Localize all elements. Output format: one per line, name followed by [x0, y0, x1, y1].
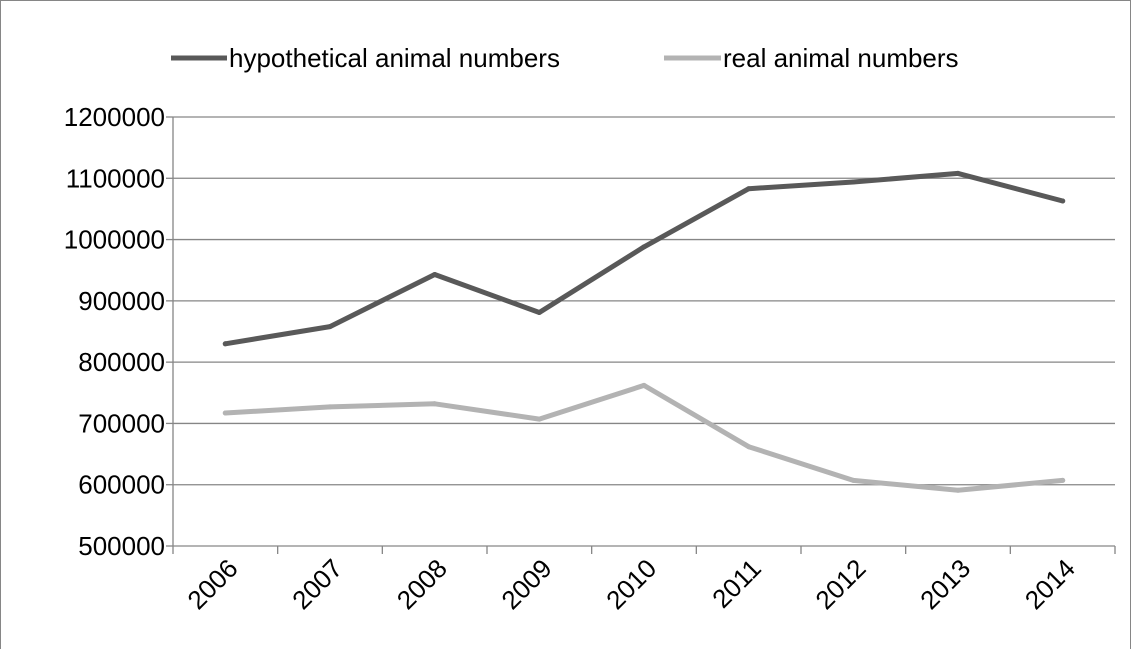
- y-tick-label-5: 1000000: [64, 225, 165, 255]
- legend-entry-real: real animal numbers: [664, 43, 959, 73]
- data-point-0-2012: [850, 179, 856, 185]
- data-point-0-2010: [641, 244, 647, 250]
- legend-label-real: real animal numbers: [723, 43, 959, 73]
- data-point-1-2006: [222, 410, 228, 416]
- data-point-1-2013: [955, 487, 961, 493]
- data-point-1-2007: [327, 404, 333, 410]
- y-tick-label-0: 500000: [78, 531, 165, 561]
- x-tick-label-2006: 2006: [181, 553, 243, 615]
- data-point-0-2009: [536, 310, 542, 315]
- x-tick-label-2013: 2013: [914, 553, 976, 615]
- data-point-1-2009: [536, 416, 542, 422]
- series-line-0: [222, 170, 1066, 347]
- data-point-1-2011: [746, 444, 752, 450]
- x-tick-label-2007: 2007: [286, 553, 348, 615]
- data-point-0-2006: [222, 341, 228, 347]
- data-point-1-2012: [850, 477, 856, 483]
- data-point-0-2011: [746, 186, 752, 192]
- x-tick-label-2010: 2010: [600, 553, 662, 615]
- series-line-1: [222, 382, 1066, 493]
- gridlines: [173, 116, 1115, 486]
- y-tick-label-6: 1100000: [66, 163, 165, 193]
- x-tick-label-2009: 2009: [495, 553, 557, 615]
- legend-label-hypothetical: hypothetical animal numbers: [229, 43, 560, 73]
- axes: 500000 600000 700000 800000 900000 1000000 110…: [64, 102, 1116, 615]
- data-point-0-2013: [955, 170, 961, 176]
- y-tick-label-1: 600000: [78, 470, 165, 500]
- legend-entry-hypothetical: hypothetical animal numbers: [171, 43, 560, 73]
- x-tick-label-2012: 2012: [809, 553, 871, 615]
- x-tick-label-2008: 2008: [391, 553, 453, 615]
- data-point-1-2008: [432, 401, 438, 407]
- x-tick-label-2014: 2014: [1019, 553, 1081, 615]
- x-tick-label-2011: 2011: [706, 553, 767, 614]
- data-point-1-2010: [641, 382, 647, 388]
- y-tick-label-3: 800000: [78, 347, 165, 377]
- y-tick-label-7: 1200000: [64, 102, 165, 132]
- data-point-0-2014: [1060, 198, 1066, 204]
- series-lines: [222, 170, 1066, 493]
- data-point-0-2008: [432, 272, 438, 277]
- y-tick-label-4: 900000: [78, 286, 165, 316]
- data-point-0-2007: [327, 324, 333, 330]
- data-point-1-2014: [1060, 477, 1066, 483]
- y-tick-label-2: 700000: [78, 408, 165, 438]
- legend: hypothetical animal numbers real animal …: [171, 43, 959, 73]
